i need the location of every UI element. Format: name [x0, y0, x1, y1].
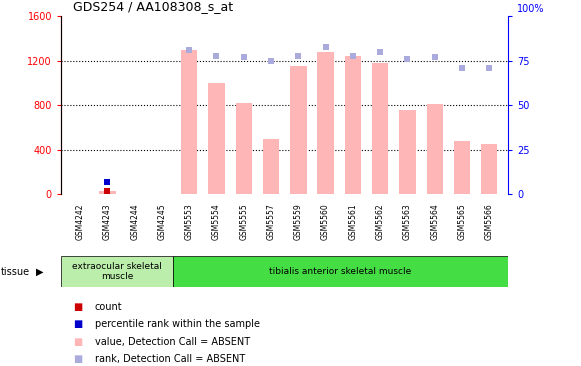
- Point: [321, 44, 330, 49]
- Bar: [99, 191, 116, 194]
- Text: count: count: [95, 302, 123, 312]
- Bar: [263, 138, 279, 194]
- Text: GSM4242: GSM4242: [76, 203, 85, 239]
- Point: [403, 56, 412, 62]
- Text: GSM5557: GSM5557: [267, 203, 275, 240]
- Text: extraocular skeletal
muscle: extraocular skeletal muscle: [72, 262, 162, 281]
- Point: [103, 179, 112, 185]
- Point: [430, 55, 439, 60]
- Text: 100%: 100%: [517, 4, 544, 14]
- Text: value, Detection Call = ABSENT: value, Detection Call = ABSENT: [95, 337, 250, 347]
- Text: GSM5559: GSM5559: [294, 203, 303, 240]
- Bar: [372, 63, 388, 194]
- Point: [212, 53, 221, 59]
- Bar: [399, 110, 415, 194]
- Point: [293, 53, 303, 59]
- Text: rank, Detection Call = ABSENT: rank, Detection Call = ABSENT: [95, 354, 245, 365]
- Text: GSM5566: GSM5566: [485, 203, 494, 240]
- Text: GSM4245: GSM4245: [157, 203, 166, 240]
- Point: [103, 179, 112, 185]
- Bar: [317, 52, 334, 194]
- Text: GSM5560: GSM5560: [321, 203, 330, 240]
- FancyBboxPatch shape: [173, 256, 508, 287]
- Text: ■: ■: [73, 337, 82, 347]
- Bar: [235, 103, 252, 194]
- Bar: [290, 66, 307, 194]
- Bar: [454, 141, 470, 194]
- Text: ▶: ▶: [36, 267, 44, 277]
- Point: [485, 65, 494, 71]
- Point: [348, 53, 357, 59]
- Bar: [426, 104, 443, 194]
- Text: GSM4243: GSM4243: [103, 203, 112, 240]
- Text: ■: ■: [73, 319, 82, 329]
- Text: tissue: tissue: [1, 267, 30, 277]
- Text: ■: ■: [73, 302, 82, 312]
- Text: GSM5553: GSM5553: [185, 203, 193, 240]
- Text: percentile rank within the sample: percentile rank within the sample: [95, 319, 260, 329]
- Text: GSM5564: GSM5564: [430, 203, 439, 240]
- Text: tibialis anterior skeletal muscle: tibialis anterior skeletal muscle: [270, 267, 412, 276]
- Point: [239, 55, 249, 60]
- Bar: [181, 50, 198, 194]
- Bar: [209, 83, 225, 194]
- Point: [375, 49, 385, 55]
- Bar: [481, 144, 497, 194]
- Text: GSM5561: GSM5561: [349, 203, 357, 240]
- Text: GSM4244: GSM4244: [130, 203, 139, 240]
- Bar: [345, 56, 361, 194]
- Text: ■: ■: [73, 354, 82, 365]
- Point: [267, 58, 276, 64]
- Point: [103, 188, 112, 194]
- Text: GSM5562: GSM5562: [376, 203, 385, 240]
- Point: [185, 47, 194, 53]
- Text: GSM5554: GSM5554: [212, 203, 221, 240]
- FancyBboxPatch shape: [61, 256, 173, 287]
- Text: GSM5555: GSM5555: [239, 203, 248, 240]
- Point: [457, 65, 467, 71]
- Text: GSM5563: GSM5563: [403, 203, 412, 240]
- Text: GDS254 / AA108308_s_at: GDS254 / AA108308_s_at: [73, 0, 233, 13]
- Text: GSM5565: GSM5565: [457, 203, 467, 240]
